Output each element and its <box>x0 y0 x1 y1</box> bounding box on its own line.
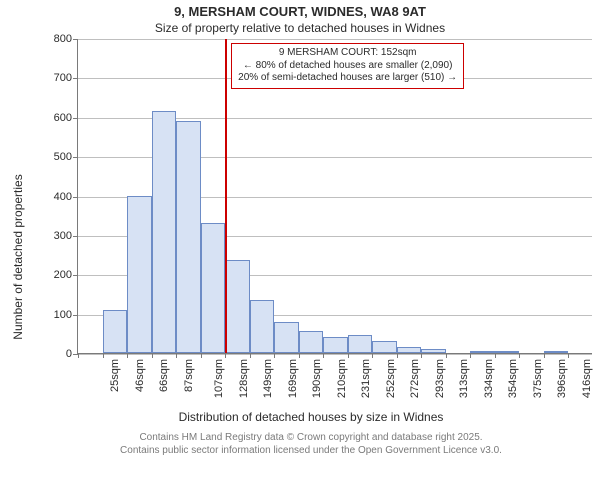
ytick-mark <box>73 78 78 79</box>
ytick-label: 200 <box>54 269 72 281</box>
xtick-label: 334sqm <box>483 359 495 398</box>
x-axis-label: Distribution of detached houses by size … <box>22 410 600 424</box>
histogram-bar <box>152 111 177 353</box>
xtick-mark <box>519 353 520 358</box>
xtick-mark <box>127 353 128 358</box>
xtick-mark <box>299 353 300 358</box>
xtick-mark <box>397 353 398 358</box>
histogram-bar <box>323 337 348 353</box>
xtick-mark <box>568 353 569 358</box>
ytick-label: 600 <box>54 112 72 124</box>
xtick-mark <box>323 353 324 358</box>
ytick-label: 500 <box>54 151 72 163</box>
ytick-mark <box>73 118 78 119</box>
xtick-mark <box>201 353 202 358</box>
xtick-mark <box>274 353 275 358</box>
xtick-mark <box>176 353 177 358</box>
xtick-label: 354sqm <box>508 359 520 398</box>
ytick-mark <box>73 197 78 198</box>
xtick-label: 313sqm <box>458 359 470 398</box>
histogram-bar <box>299 331 324 353</box>
xtick-mark <box>225 353 226 358</box>
annotation-line: ← 80% of detached houses are smaller (2,… <box>238 60 457 73</box>
histogram-bar <box>201 223 226 353</box>
histogram-bar <box>397 347 422 353</box>
footer-line: Contains public sector information licen… <box>22 445 600 458</box>
property-marker-line <box>225 39 227 353</box>
xtick-mark <box>348 353 349 358</box>
annotation-line: 20% of semi-detached houses are larger (… <box>238 72 457 85</box>
chart-title-1: 9, MERSHAM COURT, WIDNES, WA8 9AT <box>0 4 600 19</box>
xtick-mark <box>372 353 373 358</box>
chart-title-2: Size of property relative to detached ho… <box>0 21 600 35</box>
histogram-bar <box>225 260 250 353</box>
xtick-mark <box>470 353 471 358</box>
histogram-bar <box>348 335 373 353</box>
xtick-label: 107sqm <box>213 359 225 398</box>
y-axis-label: Number of detached properties <box>11 174 25 339</box>
xtick-label: 231sqm <box>360 359 372 398</box>
ytick-mark <box>73 157 78 158</box>
xtick-mark <box>421 353 422 358</box>
xtick-label: 66sqm <box>158 359 170 392</box>
gridline <box>78 354 592 355</box>
ytick-label: 0 <box>66 348 72 360</box>
xtick-mark <box>152 353 153 358</box>
ytick-mark <box>73 39 78 40</box>
histogram-bar <box>421 349 446 353</box>
annotation-line: 9 MERSHAM COURT: 152sqm <box>238 47 457 60</box>
attribution-footer: Contains HM Land Registry data © Crown c… <box>22 432 600 457</box>
ytick-mark <box>73 236 78 237</box>
xtick-label: 46sqm <box>134 359 146 392</box>
histogram-bar <box>544 351 569 353</box>
chart-container: Number of detached properties 0100200300… <box>22 39 600 474</box>
ytick-label: 800 <box>54 33 72 45</box>
ytick-label: 700 <box>54 72 72 84</box>
xtick-mark <box>544 353 545 358</box>
plot-area: 010020030040050060070080025sqm46sqm66sqm… <box>77 39 592 354</box>
xtick-label: 272sqm <box>409 359 421 398</box>
histogram-bar <box>470 351 495 353</box>
ytick-label: 300 <box>54 230 72 242</box>
xtick-label: 252sqm <box>385 359 397 398</box>
xtick-mark <box>250 353 251 358</box>
xtick-mark <box>103 353 104 358</box>
histogram-bar <box>372 341 397 353</box>
ytick-label: 400 <box>54 191 72 203</box>
xtick-label: 416sqm <box>581 359 593 398</box>
ytick-label: 100 <box>54 309 72 321</box>
footer-line: Contains HM Land Registry data © Crown c… <box>22 432 600 445</box>
histogram-bar <box>250 300 275 353</box>
annotation-box: 9 MERSHAM COURT: 152sqm← 80% of detached… <box>231 43 464 89</box>
ytick-mark <box>73 275 78 276</box>
xtick-mark <box>495 353 496 358</box>
xtick-label: 149sqm <box>262 359 274 398</box>
xtick-label: 396sqm <box>557 359 569 398</box>
ytick-mark <box>73 315 78 316</box>
xtick-label: 210sqm <box>336 359 348 398</box>
xtick-label: 375sqm <box>532 359 544 398</box>
histogram-bar <box>495 351 520 353</box>
xtick-mark <box>446 353 447 358</box>
xtick-label: 87sqm <box>183 359 195 392</box>
xtick-label: 293sqm <box>434 359 446 398</box>
xtick-mark <box>78 353 79 358</box>
xtick-label: 169sqm <box>287 359 299 398</box>
xtick-label: 190sqm <box>311 359 323 398</box>
histogram-bar <box>127 196 152 354</box>
gridline <box>78 39 592 40</box>
xtick-label: 25sqm <box>109 359 121 392</box>
histogram-bar <box>176 121 201 353</box>
xtick-label: 128sqm <box>238 359 250 398</box>
histogram-bar <box>103 310 128 353</box>
histogram-bar <box>274 322 299 354</box>
